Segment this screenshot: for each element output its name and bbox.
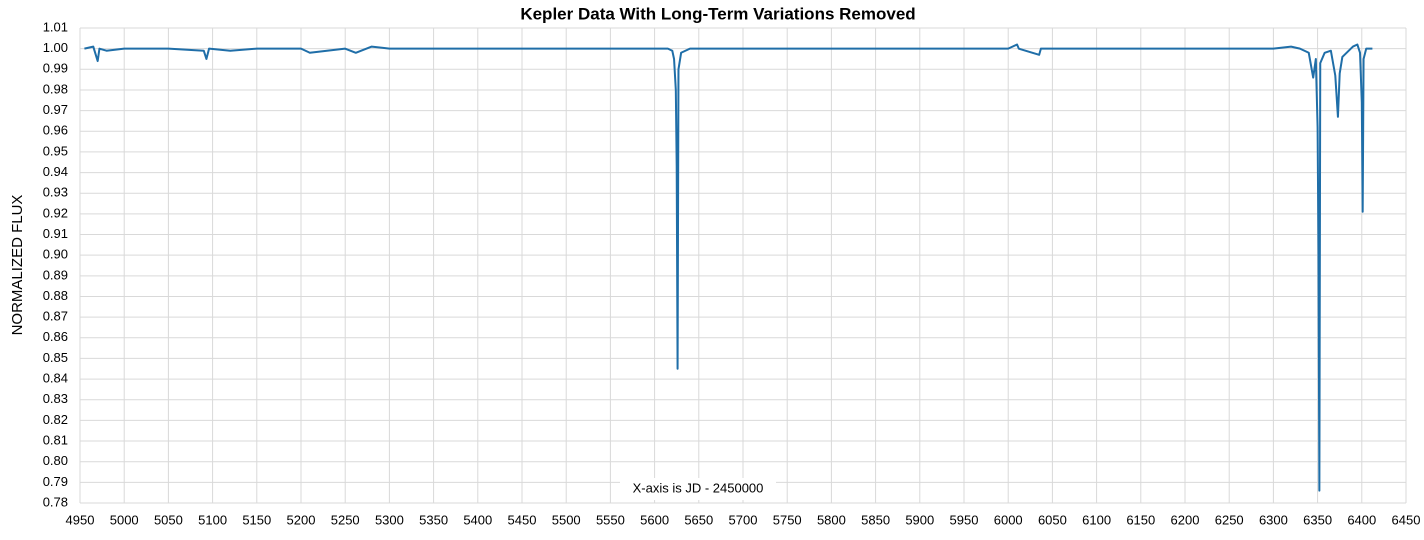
x-tick-label: 5600 bbox=[640, 512, 669, 527]
y-tick-label: 0.86 bbox=[43, 329, 68, 344]
y-tick-label: 0.89 bbox=[43, 267, 68, 282]
y-tick-label: 0.96 bbox=[43, 123, 68, 138]
x-tick-label: 6400 bbox=[1347, 512, 1376, 527]
x-tick-label: 5100 bbox=[198, 512, 227, 527]
y-tick-label: 0.83 bbox=[43, 391, 68, 406]
y-tick-label: 0.80 bbox=[43, 453, 68, 468]
y-tick-label: 0.98 bbox=[43, 81, 68, 96]
y-tick-label: 0.81 bbox=[43, 432, 68, 447]
y-tick-label: 0.97 bbox=[43, 102, 68, 117]
x-tick-label: 6350 bbox=[1303, 512, 1332, 527]
x-tick-label: 5900 bbox=[905, 512, 934, 527]
x-tick-label: 6200 bbox=[1171, 512, 1200, 527]
x-tick-label: 5650 bbox=[684, 512, 713, 527]
x-tick-label: 5300 bbox=[375, 512, 404, 527]
x-tick-label: 6450 bbox=[1392, 512, 1421, 527]
y-tick-label: 0.85 bbox=[43, 350, 68, 365]
x-tick-label: 4950 bbox=[66, 512, 95, 527]
x-tick-label: 6100 bbox=[1082, 512, 1111, 527]
y-tick-label: 0.90 bbox=[43, 247, 68, 262]
y-tick-label: 0.95 bbox=[43, 143, 68, 158]
chart-title: Kepler Data With Long-Term Variations Re… bbox=[520, 4, 915, 23]
y-tick-label: 0.82 bbox=[43, 412, 68, 427]
y-tick-label: 0.99 bbox=[43, 61, 68, 76]
y-tick-label: 0.79 bbox=[43, 474, 68, 489]
annotation-box bbox=[620, 478, 776, 500]
x-tick-label: 6000 bbox=[994, 512, 1023, 527]
x-tick-label: 5550 bbox=[596, 512, 625, 527]
y-tick-label: 0.93 bbox=[43, 185, 68, 200]
x-tick-label: 5250 bbox=[331, 512, 360, 527]
x-tick-label: 6050 bbox=[1038, 512, 1067, 527]
y-tick-label: 0.84 bbox=[43, 371, 68, 386]
y-tick-label: 0.87 bbox=[43, 309, 68, 324]
annotation: X-axis is JD - 2450000 bbox=[633, 480, 764, 495]
x-tick-label: 5150 bbox=[242, 512, 271, 527]
x-tick-label: 6250 bbox=[1215, 512, 1244, 527]
data-line bbox=[84, 43, 1373, 492]
x-tick-label: 5700 bbox=[729, 512, 758, 527]
y-tick-label: 1.01 bbox=[43, 19, 68, 34]
y-tick-label: 1.00 bbox=[43, 40, 68, 55]
x-tick-label: 5350 bbox=[419, 512, 448, 527]
y-tick-label: 0.92 bbox=[43, 205, 68, 220]
x-tick-label: 5850 bbox=[861, 512, 890, 527]
x-tick-label: 5750 bbox=[773, 512, 802, 527]
y-axis-label: NORMALIZED FLUX bbox=[9, 195, 26, 336]
x-tick-label: 5950 bbox=[950, 512, 979, 527]
y-tick-label: 0.94 bbox=[43, 164, 68, 179]
x-tick-label: 5450 bbox=[508, 512, 537, 527]
y-tick-label: 0.88 bbox=[43, 288, 68, 303]
x-tick-label: 5000 bbox=[110, 512, 139, 527]
y-tick-label: 0.78 bbox=[43, 494, 68, 509]
x-tick-label: 6150 bbox=[1126, 512, 1155, 527]
x-tick-label: 5050 bbox=[154, 512, 183, 527]
x-tick-label: 5200 bbox=[287, 512, 316, 527]
y-tick-label: 0.91 bbox=[43, 226, 68, 241]
x-tick-label: 6300 bbox=[1259, 512, 1288, 527]
x-tick-label: 5800 bbox=[817, 512, 846, 527]
x-tick-label: 5400 bbox=[463, 512, 492, 527]
x-tick-label: 5500 bbox=[552, 512, 581, 527]
